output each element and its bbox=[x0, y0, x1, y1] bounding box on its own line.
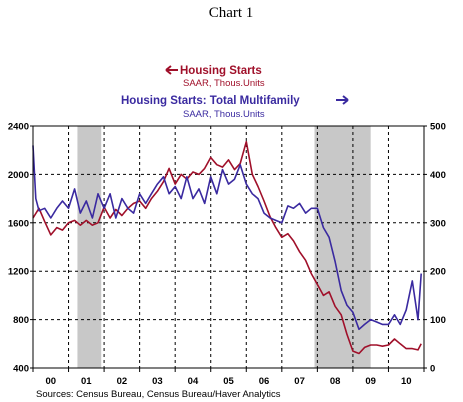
legend-multifamily-unit: SAAR, Thous.Units bbox=[183, 109, 265, 120]
y-left-tick-label-0: 400 bbox=[13, 364, 29, 375]
legend-multifamily: Housing Starts: Total Multifamily SAAR, … bbox=[121, 95, 349, 120]
x-tick-label-4: 04 bbox=[188, 376, 199, 387]
y-right-tick-label-4: 400 bbox=[430, 170, 446, 181]
source-note: Sources: Census Bureau, Census Bureau/Ha… bbox=[36, 389, 281, 400]
x-tick-label-8: 08 bbox=[330, 376, 341, 387]
y-left-tick-label-4: 2000 bbox=[8, 170, 29, 181]
legend-arrow-left-icon bbox=[165, 65, 178, 75]
y-right-tick-label-3: 300 bbox=[430, 218, 446, 229]
y-right-tick-label-5: 500 bbox=[430, 122, 446, 133]
legend-multifamily-name: Housing Starts: Total Multifamily bbox=[121, 95, 300, 107]
x-tick-label-6: 06 bbox=[259, 376, 270, 387]
plot-frame bbox=[32, 125, 425, 369]
legend-housing-starts-name: Housing Starts bbox=[180, 65, 262, 77]
y-left-tick-label-2: 1200 bbox=[8, 267, 29, 278]
recession-band-0 bbox=[77, 126, 102, 368]
x-tick-label-3: 03 bbox=[152, 376, 163, 387]
chart-title: Chart 1 bbox=[209, 5, 254, 21]
x-tick-label-9: 09 bbox=[365, 376, 376, 387]
legend-housing-starts-unit: SAAR, Thous.Units bbox=[183, 78, 265, 89]
y-right-tick-label-2: 200 bbox=[430, 267, 446, 278]
legend-housing-starts: Housing Starts SAAR, Thous.Units bbox=[165, 65, 265, 89]
x-tick-label-0: 00 bbox=[45, 376, 56, 387]
legend-arrow-right-icon bbox=[336, 95, 349, 105]
series-line-0 bbox=[32, 140, 422, 355]
series-line-1 bbox=[32, 145, 422, 331]
x-tick-label-5: 05 bbox=[223, 376, 234, 387]
recession-band-1 bbox=[314, 126, 371, 368]
plot-area: 4008001200160020002400010020030040050000… bbox=[8, 122, 446, 388]
y-left-tick-label-1: 800 bbox=[13, 315, 29, 326]
y-right-tick-label-1: 100 bbox=[430, 315, 446, 326]
y-right-tick-label-0: 0 bbox=[430, 364, 435, 375]
x-tick-label-1: 01 bbox=[81, 376, 92, 387]
x-tick-label-10: 10 bbox=[401, 376, 412, 387]
y-left-tick-label-3: 1600 bbox=[8, 218, 29, 229]
y-left-tick-label-5: 2400 bbox=[8, 122, 29, 133]
x-tick-label-7: 07 bbox=[294, 376, 305, 387]
x-tick-label-2: 02 bbox=[117, 376, 128, 387]
